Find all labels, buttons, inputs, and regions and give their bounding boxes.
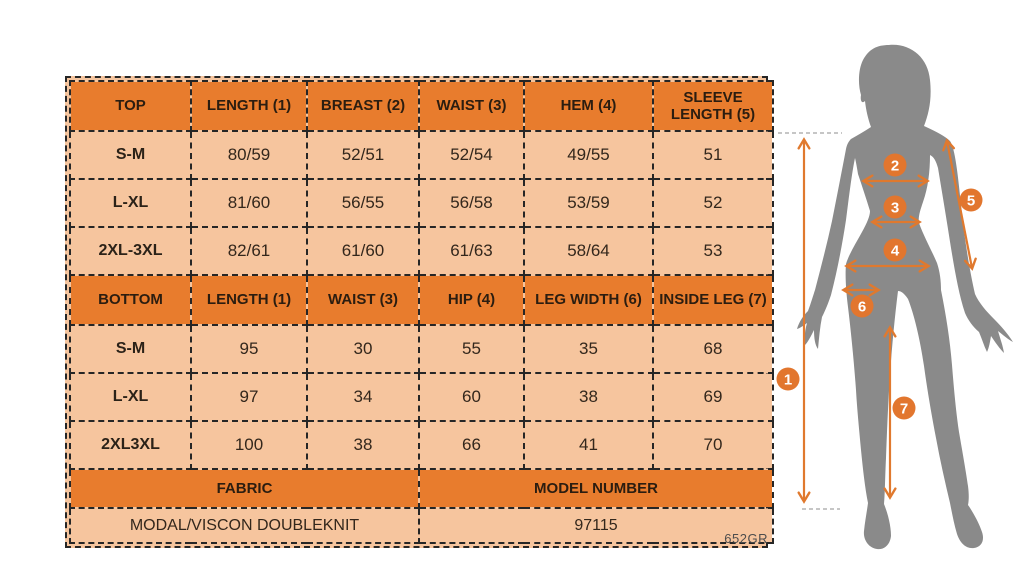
value-cell: 56/58 xyxy=(418,178,525,228)
value-cell: 30 xyxy=(306,324,420,374)
size-label-cell: 2XL3XL xyxy=(69,420,192,470)
header-cell-length: LENGTH (1) xyxy=(190,80,308,132)
value-cell: 38 xyxy=(523,372,654,422)
size-label-cell: L-XL xyxy=(69,178,192,228)
header-cell-leg-width: LEG WIDTH (6) xyxy=(523,274,654,326)
fabric-value-cell: MODAL/VISCON DOUBLEKNIT xyxy=(69,507,420,544)
measurement-marker-2: 2 xyxy=(883,153,907,177)
header-cell-waist: WAIST (3) xyxy=(418,80,525,132)
svg-text:4: 4 xyxy=(891,243,900,260)
table-row: S-M 95 30 55 35 68 xyxy=(69,324,774,374)
header-cell-fabric: FABRIC xyxy=(69,468,420,509)
size-chart-table: TOP LENGTH (1) BREAST (2) WAIST (3) HEM … xyxy=(65,76,774,548)
value-cell: 68 xyxy=(652,324,774,374)
measurement-marker-6: 6 xyxy=(850,294,874,318)
value-cell: 38 xyxy=(306,420,420,470)
value-cell: 34 xyxy=(306,372,420,422)
size-label-cell: 2XL-3XL xyxy=(69,226,192,276)
svg-text:3: 3 xyxy=(891,200,899,217)
value-cell: 61/60 xyxy=(306,226,420,276)
info-header-row: FABRIC MODEL NUMBER xyxy=(69,468,774,509)
header-cell-sleeve-length: SLEEVE LENGTH (5) xyxy=(652,80,774,132)
table-row: 2XL3XL 100 38 66 41 70 xyxy=(69,420,774,470)
measurement-arrow-5 xyxy=(942,138,977,271)
value-cell: 58/64 xyxy=(523,226,654,276)
value-cell: 53 xyxy=(652,226,774,276)
value-cell: 95 xyxy=(190,324,308,374)
value-cell: 52/54 xyxy=(418,130,525,180)
value-cell: 35 xyxy=(523,324,654,374)
style-code: 652GR xyxy=(724,531,768,546)
size-label-cell: S-M xyxy=(69,324,192,374)
table-row: S-M 80/59 52/51 52/54 49/55 51 xyxy=(69,130,774,180)
value-cell: 82/61 xyxy=(190,226,308,276)
value-cell: 52/51 xyxy=(306,130,420,180)
female-body-silhouette xyxy=(797,44,1013,550)
value-cell: 70 xyxy=(652,420,774,470)
value-cell: 69 xyxy=(652,372,774,422)
table-row: L-XL 81/60 56/55 56/58 53/59 52 xyxy=(69,178,774,228)
model-number-value-cell: 97115 xyxy=(418,507,774,544)
value-cell: 97 xyxy=(190,372,308,422)
info-value-row: MODAL/VISCON DOUBLEKNIT 97115 xyxy=(69,507,774,544)
header-cell-waist: WAIST (3) xyxy=(306,274,420,326)
measurement-marker-3: 3 xyxy=(883,195,907,219)
measurement-marker-1: 1 xyxy=(776,367,800,391)
header-cell-bottom: BOTTOM xyxy=(69,274,192,326)
measurement-marker-4: 4 xyxy=(883,238,907,262)
value-cell: 52 xyxy=(652,178,774,228)
value-cell: 81/60 xyxy=(190,178,308,228)
measurement-marker-5: 5 xyxy=(959,188,983,212)
measurement-marker-7: 7 xyxy=(892,396,916,420)
value-cell: 61/63 xyxy=(418,226,525,276)
value-cell: 41 xyxy=(523,420,654,470)
header-cell-hip: HIP (4) xyxy=(418,274,525,326)
size-label-cell: S-M xyxy=(69,130,192,180)
table-row: L-XL 97 34 60 38 69 xyxy=(69,372,774,422)
value-cell: 53/59 xyxy=(523,178,654,228)
value-cell: 51 xyxy=(652,130,774,180)
svg-text:1: 1 xyxy=(784,372,792,389)
header-cell-length: LENGTH (1) xyxy=(190,274,308,326)
value-cell: 55 xyxy=(418,324,525,374)
svg-text:2: 2 xyxy=(891,158,899,175)
value-cell: 49/55 xyxy=(523,130,654,180)
value-cell: 56/55 xyxy=(306,178,420,228)
value-cell: 66 xyxy=(418,420,525,470)
header-cell-breast: BREAST (2) xyxy=(306,80,420,132)
header-cell-hem: HEM (4) xyxy=(523,80,654,132)
value-cell: 100 xyxy=(190,420,308,470)
svg-text:5: 5 xyxy=(967,193,975,210)
value-cell: 80/59 xyxy=(190,130,308,180)
bottom-header-row: BOTTOM LENGTH (1) WAIST (3) HIP (4) LEG … xyxy=(69,274,774,326)
svg-text:7: 7 xyxy=(900,401,908,418)
header-cell-top: TOP xyxy=(69,80,192,132)
header-cell-model-number: MODEL NUMBER xyxy=(418,468,774,509)
table-row: 2XL-3XL 82/61 61/60 61/63 58/64 53 xyxy=(69,226,774,276)
top-header-row: TOP LENGTH (1) BREAST (2) WAIST (3) HEM … xyxy=(69,80,774,132)
header-cell-inside-leg: INSIDE LEG (7) xyxy=(652,274,774,326)
measurement-figure: 1 2 3 4 5 6 7 xyxy=(776,44,1013,550)
size-label-cell: L-XL xyxy=(69,372,192,422)
value-cell: 60 xyxy=(418,372,525,422)
svg-text:6: 6 xyxy=(858,299,866,316)
